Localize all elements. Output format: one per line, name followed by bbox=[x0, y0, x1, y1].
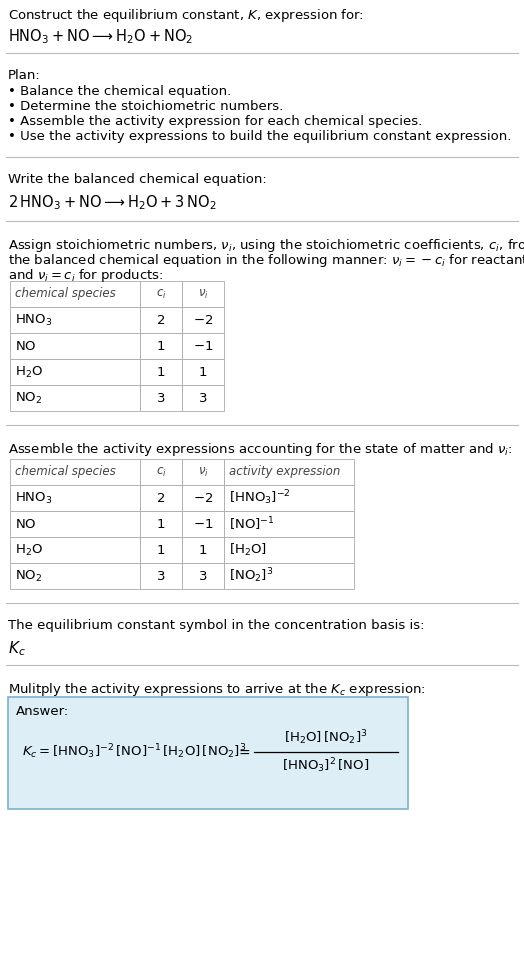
Text: $K_c$: $K_c$ bbox=[8, 639, 26, 658]
Text: $[\mathrm{HNO_3}]^2\,[\mathrm{NO}]$: $[\mathrm{HNO_3}]^2\,[\mathrm{NO}]$ bbox=[282, 757, 369, 775]
Bar bbox=[140, 281, 182, 307]
Bar bbox=[140, 459, 182, 485]
Bar bbox=[140, 537, 182, 563]
Text: $=$: $=$ bbox=[236, 745, 251, 759]
Bar bbox=[182, 307, 224, 333]
Bar bbox=[182, 281, 224, 307]
Text: 1: 1 bbox=[157, 339, 165, 353]
Text: $K_c = [\mathrm{HNO_3}]^{-2}\,[\mathrm{NO}]^{-1}\,[\mathrm{H_2O}]\,[\mathrm{NO_2: $K_c = [\mathrm{HNO_3}]^{-2}\,[\mathrm{N… bbox=[22, 742, 246, 761]
Text: chemical species: chemical species bbox=[15, 288, 116, 300]
Text: $c_i$: $c_i$ bbox=[156, 288, 166, 300]
Text: The equilibrium constant symbol in the concentration basis is:: The equilibrium constant symbol in the c… bbox=[8, 619, 424, 632]
Text: $-1$: $-1$ bbox=[193, 518, 213, 530]
Bar bbox=[140, 385, 182, 411]
Bar bbox=[140, 307, 182, 333]
Text: 3: 3 bbox=[199, 570, 208, 582]
Text: 1: 1 bbox=[157, 518, 165, 530]
Bar bbox=[10, 307, 140, 333]
Text: $-2$: $-2$ bbox=[193, 492, 213, 504]
Text: $\mathrm{NO}$: $\mathrm{NO}$ bbox=[15, 339, 37, 353]
Bar bbox=[182, 511, 224, 537]
Text: 1: 1 bbox=[157, 365, 165, 379]
Text: and $\nu_i = c_i$ for products:: and $\nu_i = c_i$ for products: bbox=[8, 267, 163, 284]
Bar bbox=[224, 537, 354, 563]
Text: $-2$: $-2$ bbox=[193, 314, 213, 326]
Text: $[\mathrm{H_2O}]\,[\mathrm{NO_2}]^3$: $[\mathrm{H_2O}]\,[\mathrm{NO_2}]^3$ bbox=[284, 729, 368, 747]
Text: 3: 3 bbox=[157, 570, 165, 582]
Text: 2: 2 bbox=[157, 492, 165, 504]
Bar bbox=[140, 333, 182, 359]
Text: 1: 1 bbox=[199, 544, 208, 556]
Text: $\mathrm{H_2O}$: $\mathrm{H_2O}$ bbox=[15, 364, 43, 380]
Text: • Balance the chemical equation.: • Balance the chemical equation. bbox=[8, 85, 231, 98]
Bar bbox=[10, 359, 140, 385]
Bar bbox=[140, 359, 182, 385]
Bar bbox=[10, 281, 140, 307]
Text: $[\mathrm{H_2O}]$: $[\mathrm{H_2O}]$ bbox=[229, 542, 267, 558]
Text: $[\mathrm{NO}]^{-1}$: $[\mathrm{NO}]^{-1}$ bbox=[229, 515, 275, 533]
Bar bbox=[10, 459, 140, 485]
Text: $\mathrm{H_2O}$: $\mathrm{H_2O}$ bbox=[15, 543, 43, 557]
Text: $\mathrm{NO_2}$: $\mathrm{NO_2}$ bbox=[15, 390, 42, 406]
Text: $c_i$: $c_i$ bbox=[156, 465, 166, 479]
Text: $\mathrm{HNO_3}$: $\mathrm{HNO_3}$ bbox=[15, 313, 52, 328]
Bar bbox=[10, 511, 140, 537]
Text: $-1$: $-1$ bbox=[193, 339, 213, 353]
Bar bbox=[140, 511, 182, 537]
Text: Assign stoichiometric numbers, $\nu_i$, using the stoichiometric coefficients, $: Assign stoichiometric numbers, $\nu_i$, … bbox=[8, 237, 524, 254]
Bar bbox=[224, 511, 354, 537]
FancyBboxPatch shape bbox=[8, 697, 408, 809]
Text: • Determine the stoichiometric numbers.: • Determine the stoichiometric numbers. bbox=[8, 100, 283, 113]
Text: 1: 1 bbox=[199, 365, 208, 379]
Text: Mulitply the activity expressions to arrive at the $K_c$ expression:: Mulitply the activity expressions to arr… bbox=[8, 681, 426, 698]
Text: Write the balanced chemical equation:: Write the balanced chemical equation: bbox=[8, 173, 267, 186]
Bar bbox=[224, 485, 354, 511]
Text: Answer:: Answer: bbox=[16, 705, 69, 718]
Bar bbox=[182, 385, 224, 411]
Bar bbox=[182, 563, 224, 589]
Bar bbox=[182, 485, 224, 511]
Text: Plan:: Plan: bbox=[8, 69, 41, 82]
Text: $\nu_i$: $\nu_i$ bbox=[198, 288, 209, 300]
Bar bbox=[10, 537, 140, 563]
Text: the balanced chemical equation in the following manner: $\nu_i = -c_i$ for react: the balanced chemical equation in the fo… bbox=[8, 252, 524, 269]
Bar bbox=[224, 459, 354, 485]
Text: $\mathrm{HNO_3 + NO} \longrightarrow \mathrm{H_2O + NO_2}$: $\mathrm{HNO_3 + NO} \longrightarrow \ma… bbox=[8, 27, 193, 46]
Text: Assemble the activity expressions accounting for the state of matter and $\nu_i$: Assemble the activity expressions accoun… bbox=[8, 441, 512, 458]
Bar bbox=[182, 359, 224, 385]
Text: $[\mathrm{NO_2}]^3$: $[\mathrm{NO_2}]^3$ bbox=[229, 567, 274, 585]
Bar bbox=[140, 485, 182, 511]
Text: $2\,\mathrm{HNO_3 + NO} \longrightarrow \mathrm{H_2O + 3\,NO_2}$: $2\,\mathrm{HNO_3 + NO} \longrightarrow … bbox=[8, 193, 216, 212]
Bar bbox=[182, 537, 224, 563]
Text: 3: 3 bbox=[157, 391, 165, 405]
Text: $[\mathrm{HNO_3}]^{-2}$: $[\mathrm{HNO_3}]^{-2}$ bbox=[229, 489, 291, 507]
Bar bbox=[140, 563, 182, 589]
Bar bbox=[182, 333, 224, 359]
Text: $\nu_i$: $\nu_i$ bbox=[198, 465, 209, 479]
Text: Construct the equilibrium constant, $K$, expression for:: Construct the equilibrium constant, $K$,… bbox=[8, 7, 364, 24]
Text: activity expression: activity expression bbox=[229, 465, 341, 479]
Text: 3: 3 bbox=[199, 391, 208, 405]
Text: $\mathrm{NO}$: $\mathrm{NO}$ bbox=[15, 518, 37, 530]
Text: 1: 1 bbox=[157, 544, 165, 556]
Bar bbox=[182, 459, 224, 485]
Bar bbox=[224, 563, 354, 589]
Bar bbox=[10, 485, 140, 511]
Text: • Use the activity expressions to build the equilibrium constant expression.: • Use the activity expressions to build … bbox=[8, 130, 511, 143]
Text: chemical species: chemical species bbox=[15, 465, 116, 479]
Text: $\mathrm{HNO_3}$: $\mathrm{HNO_3}$ bbox=[15, 490, 52, 505]
Text: • Assemble the activity expression for each chemical species.: • Assemble the activity expression for e… bbox=[8, 115, 422, 128]
Bar bbox=[10, 563, 140, 589]
Text: $\mathrm{NO_2}$: $\mathrm{NO_2}$ bbox=[15, 569, 42, 583]
Bar bbox=[10, 385, 140, 411]
Text: 2: 2 bbox=[157, 314, 165, 326]
Bar bbox=[10, 333, 140, 359]
